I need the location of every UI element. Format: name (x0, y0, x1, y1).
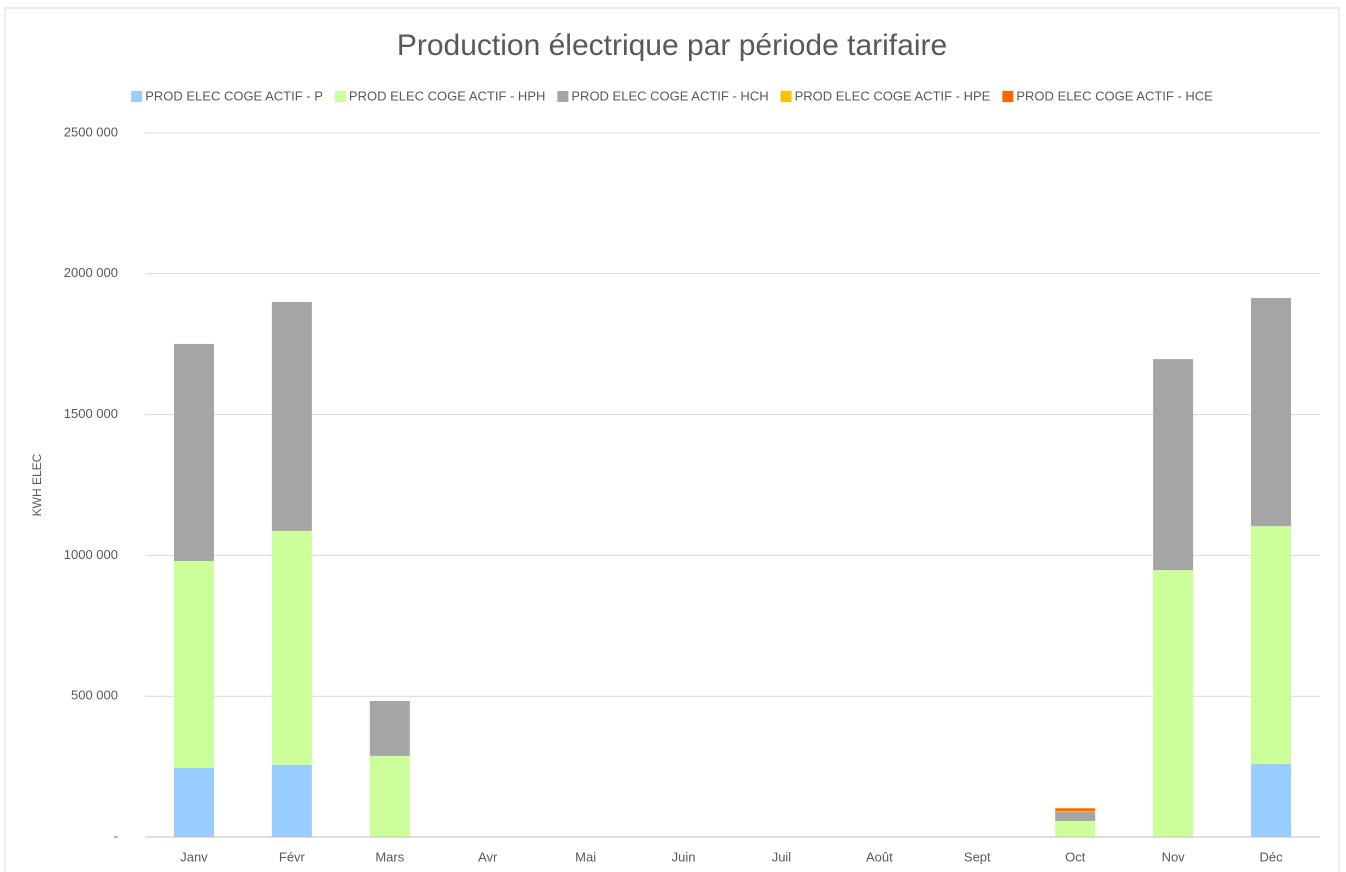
bar-segment (1153, 359, 1194, 571)
bar-segment (173, 343, 214, 562)
y-tick-label: 2000 000 (64, 265, 118, 280)
legend-label: PROD ELEC COGE ACTIF - HPH (349, 88, 545, 103)
x-tick-label: Sept (964, 849, 991, 864)
x-tick-label: Juin (672, 849, 696, 864)
x-tick-label: Févr (279, 849, 306, 864)
legend-label: PROD ELEC COGE ACTIF - P (145, 88, 323, 103)
x-tick-label: Oct (1065, 849, 1086, 864)
legend: PROD ELEC COGE ACTIF - P PROD ELEC COGE A… (131, 88, 1213, 103)
bar-segment (1251, 764, 1292, 837)
bar-segment (1055, 808, 1096, 812)
x-tick-label: Janv (180, 849, 208, 864)
bar-segment (271, 530, 312, 765)
bar-segment (1055, 811, 1096, 821)
bar-segment (1055, 820, 1096, 837)
legend-swatch (1002, 91, 1014, 102)
x-tick-label: Mai (575, 849, 596, 864)
y-tick-label: 1000 000 (64, 547, 118, 562)
bar-segment (369, 755, 410, 837)
y-axis-label: KWH ELEC (30, 453, 44, 516)
bar-segment (173, 561, 214, 769)
y-tick-label: - (114, 828, 118, 843)
legend-swatch (334, 91, 346, 102)
y-tick-label: 2500 000 (64, 124, 118, 139)
chart-title: Production électrique par période tarifa… (397, 29, 947, 62)
legend-label: PROD ELEC COGE ACTIF - HCE (1016, 88, 1213, 103)
bar-segment (1251, 526, 1292, 765)
chart-frame (4, 7, 1340, 872)
legend-label: PROD ELEC COGE ACTIF - HPE (795, 88, 991, 103)
x-tick-label: Août (866, 849, 893, 864)
legend-swatch (131, 91, 143, 102)
legend-swatch (557, 91, 569, 102)
bar-segment (173, 768, 214, 837)
x-tick-label: Juil (772, 849, 792, 864)
x-tick-label: Avr (478, 849, 498, 864)
x-tick-label: Déc (1259, 849, 1283, 864)
bar-segment (369, 700, 410, 756)
bar-segment (1055, 811, 1096, 812)
y-tick-label: 1500 000 (64, 406, 118, 421)
x-tick-label: Nov (1162, 849, 1186, 864)
bar-segment (271, 764, 312, 837)
bar-segment (1153, 570, 1194, 837)
bar-segment (1251, 298, 1292, 527)
x-tick-label: Mars (375, 849, 404, 864)
legend-label: PROD ELEC COGE ACTIF - HCH (571, 88, 768, 103)
y-tick-label: 500 000 (71, 688, 118, 703)
bar-segment (271, 301, 312, 531)
legend-swatch (780, 91, 792, 102)
